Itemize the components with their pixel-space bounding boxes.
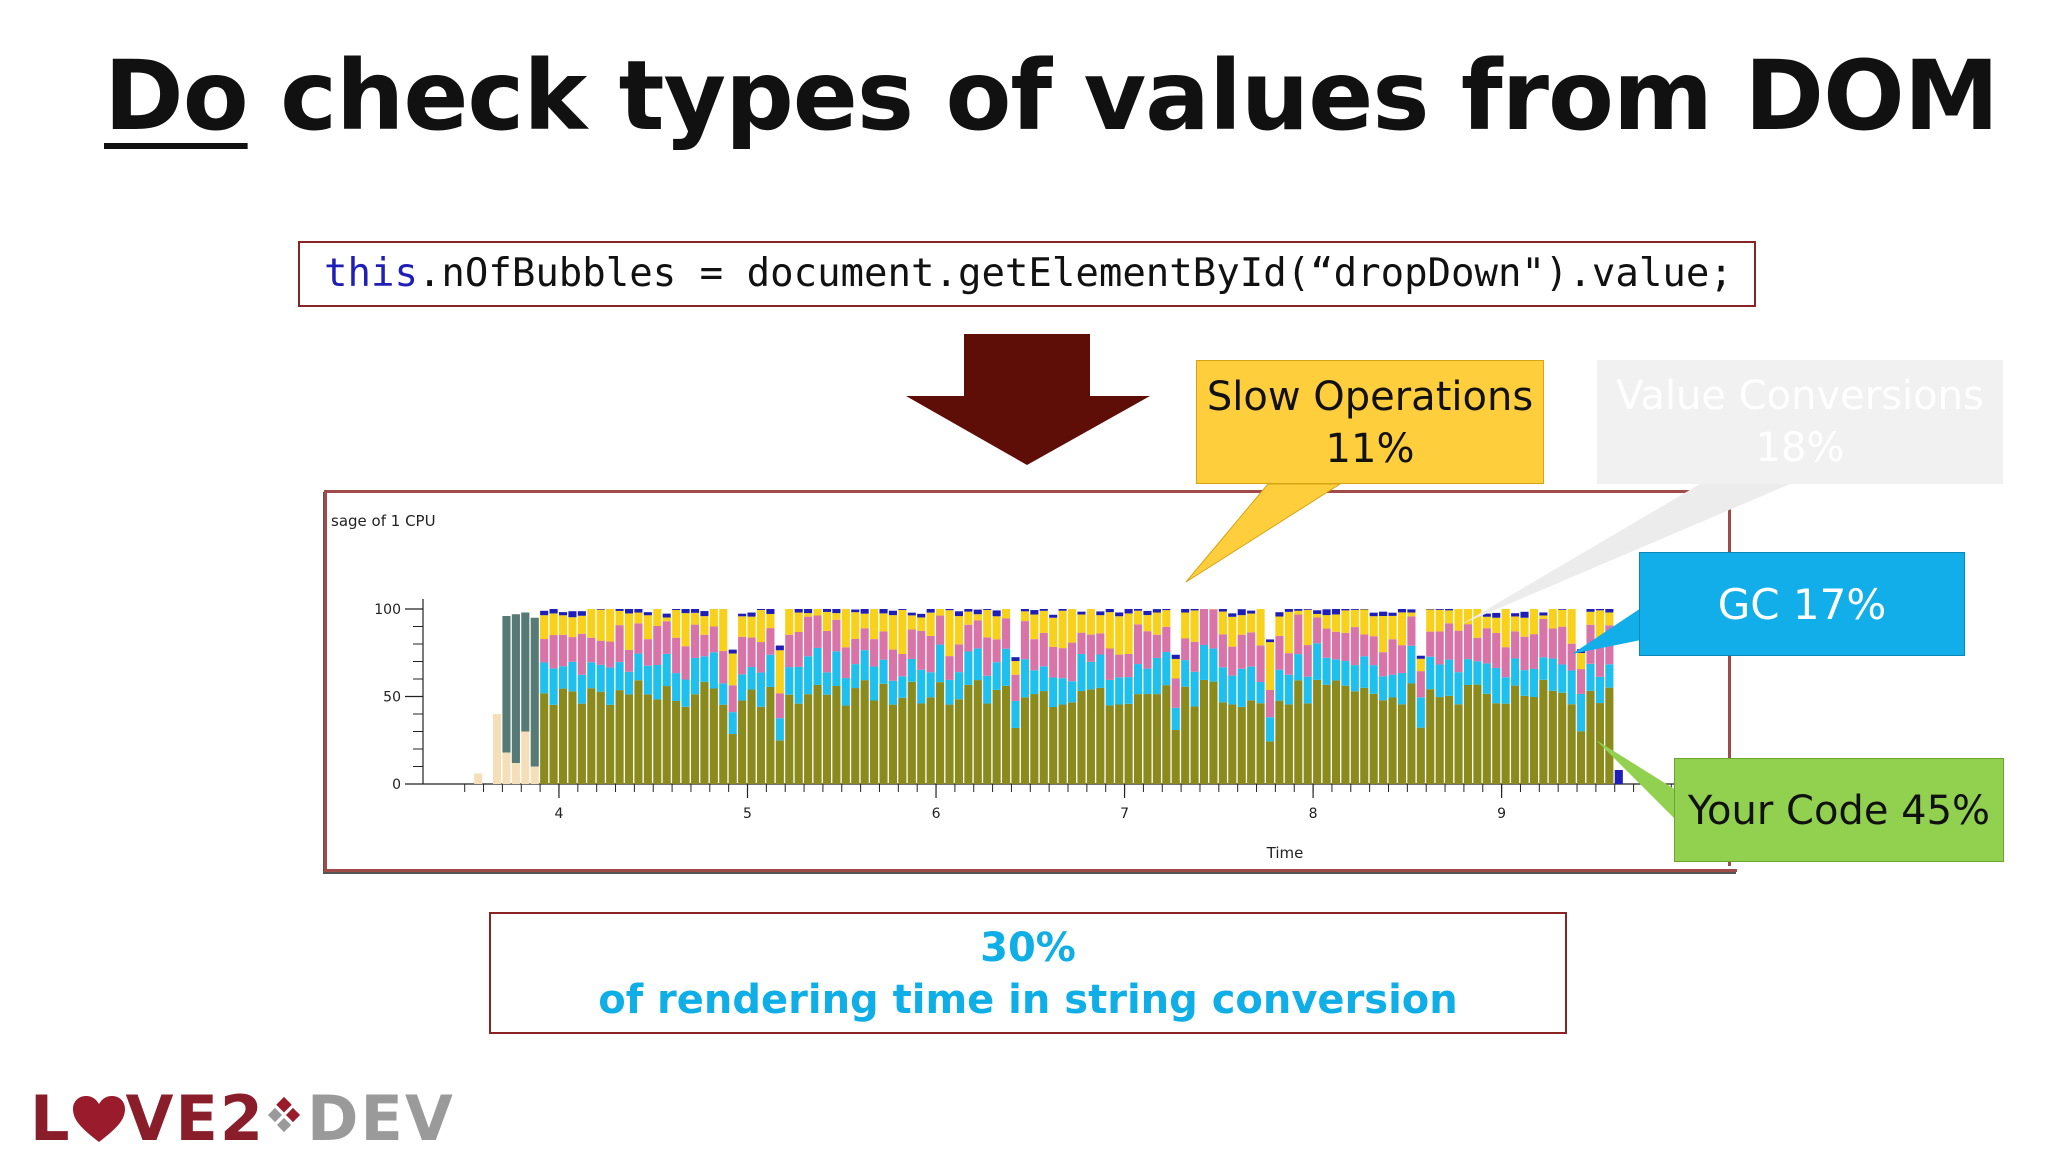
value-conversions-callout: Value Conversions 18% — [1597, 360, 2003, 484]
slow-operations-callout: Slow Operations 11% — [1196, 360, 1544, 484]
value-conv-value: 18% — [1597, 422, 2003, 474]
heart-icon — [73, 1096, 125, 1144]
slow-ops-label: Slow Operations — [1197, 371, 1543, 423]
slow-ops-value: 11% — [1197, 423, 1543, 475]
slow-ops-pointer — [1186, 484, 1340, 582]
note-percent: 30% — [491, 922, 1565, 974]
note-text: of rendering time in string conversion — [491, 974, 1565, 1026]
your-code-pointer — [1596, 740, 1676, 820]
gc-callout: GC 17% — [1639, 552, 1965, 656]
diamond-icon — [266, 1096, 306, 1136]
logo-part-ve2: VE2 — [126, 1082, 265, 1155]
gc-pointer — [1572, 608, 1641, 654]
value-conv-label: Value Conversions — [1597, 370, 2003, 422]
your-code-callout: Your Code 45% — [1674, 758, 2004, 862]
logo-part-dev: DEV — [307, 1082, 455, 1155]
summary-note: 30% of rendering time in string conversi… — [489, 912, 1567, 1034]
love2dev-logo: L VE2 DEV — [30, 1082, 455, 1155]
logo-part-l: L — [30, 1082, 72, 1155]
